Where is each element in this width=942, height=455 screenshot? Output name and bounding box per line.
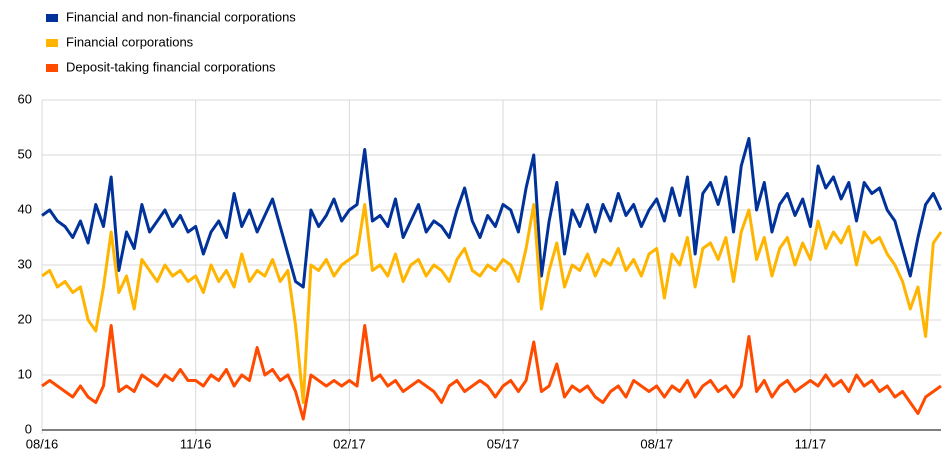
legend-swatch: [46, 14, 58, 22]
legend-label: Financial corporations: [66, 34, 194, 49]
series-line: [41, 203, 942, 404]
y-tick-label: 0: [25, 421, 32, 436]
y-tick-label: 20: [18, 311, 32, 326]
x-tick-label: 08/16: [26, 436, 59, 451]
y-tick-label: 10: [18, 366, 32, 381]
y-tick-label: 30: [18, 256, 32, 271]
legend-label: Financial and non-financial corporations: [66, 9, 296, 24]
y-tick-label: 40: [18, 201, 32, 216]
legend-swatch: [46, 64, 58, 72]
x-tick-label: 11/16: [180, 436, 212, 451]
series-line: [41, 324, 942, 421]
y-tick-label: 60: [18, 91, 32, 106]
x-tick-label: 11/17: [795, 436, 827, 451]
legend-label: Deposit-taking financial corporations: [66, 59, 276, 74]
x-tick-label: 08/17: [640, 436, 673, 451]
legend-swatch: [46, 39, 58, 47]
x-tick-label: 05/17: [487, 436, 520, 451]
series-line: [41, 137, 942, 289]
x-tick-label: 02/17: [333, 436, 366, 451]
y-tick-label: 50: [18, 146, 32, 161]
